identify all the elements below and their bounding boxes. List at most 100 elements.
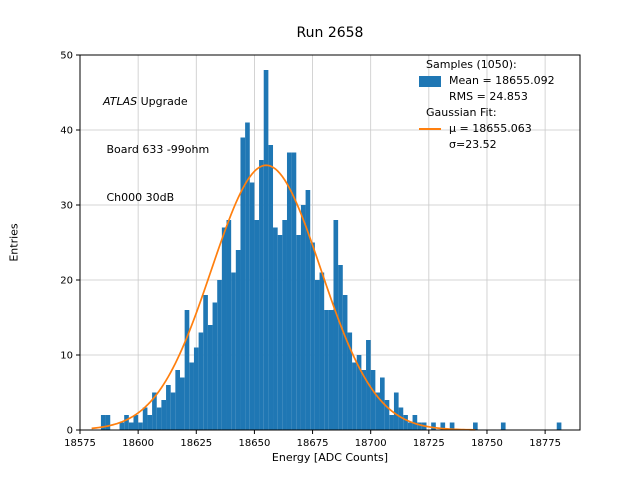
- legend-row-gauss-header: Gaussian Fit:: [418, 105, 555, 121]
- histogram-bar: [282, 220, 287, 430]
- histogram-bar: [333, 220, 339, 430]
- histogram-bar: [124, 415, 129, 430]
- histogram-bar: [361, 370, 367, 430]
- y-tick-label: 50: [60, 51, 73, 62]
- histogram-bar: [324, 310, 329, 430]
- histogram-bar: [347, 332, 353, 430]
- histogram-bar: [156, 407, 162, 430]
- histogram-bar: [152, 392, 157, 430]
- y-tick-label: 10: [60, 351, 73, 362]
- histogram-bar: [352, 362, 357, 430]
- histogram-bar: [389, 415, 394, 430]
- histogram-bar: [189, 362, 194, 430]
- histogram-bar: [245, 122, 250, 430]
- histogram-bar: [170, 392, 176, 430]
- histogram-bar: [473, 422, 478, 430]
- histogram-bar: [128, 422, 134, 430]
- legend-rms-value: RMS = 24.853: [449, 90, 528, 103]
- histogram-bar: [166, 385, 171, 430]
- legend-mean-value: Mean = 18655.092: [449, 74, 555, 87]
- histogram-bar: [193, 347, 199, 430]
- histogram-bar: [384, 400, 390, 430]
- annotation-line-2: Board 633 -99ohm: [103, 143, 210, 156]
- gaussian-fit-curve: [91, 164, 476, 431]
- x-tick-label: 18625: [180, 438, 212, 449]
- chart-title: Run 2658: [296, 25, 364, 41]
- histogram-bar: [212, 302, 218, 430]
- histogram-bar: [273, 227, 278, 430]
- histogram-bar: [175, 370, 180, 430]
- histogram-bar: [263, 70, 269, 430]
- histogram-bar: [398, 407, 404, 430]
- histogram-bar: [291, 152, 297, 430]
- histogram-bar: [440, 422, 446, 430]
- histogram-bar: [254, 220, 260, 430]
- histogram-bar: [207, 325, 213, 430]
- histogram-bar: [249, 182, 255, 430]
- axis-tick-labels: 18575 18600 18625 18650 18675 18700 18725 18750…: [60, 51, 561, 450]
- x-tick-label: 18575: [64, 438, 96, 449]
- histogram-bars: [100, 70, 562, 430]
- histogram-bar: [314, 280, 320, 430]
- histogram-bar: [310, 242, 315, 430]
- y-tick-label: 20: [60, 276, 73, 287]
- histogram-bar: [338, 265, 343, 430]
- y-axis-label: Entries: [7, 223, 21, 262]
- histogram-bar: [147, 415, 153, 430]
- histogram-bar: [180, 377, 185, 430]
- histogram-bar: [300, 205, 306, 430]
- legend-row-rms: RMS = 24.853: [418, 89, 555, 105]
- legend-mu-value: μ = 18655.063: [449, 122, 532, 135]
- histogram-bar: [500, 422, 506, 430]
- histogram-bar: [431, 422, 436, 430]
- histogram-bar: [342, 295, 348, 430]
- histogram-bar: [119, 422, 125, 430]
- x-tick-label: 18650: [239, 438, 271, 449]
- legend-gauss-header: Gaussian Fit:: [426, 106, 497, 119]
- legend-row-sigma: σ=23.52: [418, 137, 555, 153]
- legend-sigma-value: σ=23.52: [449, 138, 497, 151]
- x-axis-label: Energy [ADC Counts]: [271, 451, 389, 464]
- histogram-bar: [259, 160, 264, 430]
- x-tick-label: 18600: [122, 438, 154, 449]
- histogram-bar: [221, 227, 227, 430]
- histogram-bar: [235, 250, 241, 430]
- histogram-bar: [296, 235, 301, 430]
- gaussian-curve-path: [91, 164, 476, 431]
- histogram-bar: [380, 377, 385, 430]
- fit-line-swatch: [418, 128, 442, 130]
- histogram-bar: [375, 392, 380, 430]
- histogram-bar: [231, 272, 236, 430]
- y-tick-label: 40: [60, 126, 73, 137]
- histogram-bar: [407, 422, 413, 430]
- histogram-bar: [393, 392, 399, 430]
- y-tick-label: 0: [67, 426, 73, 437]
- histogram-bar: [556, 422, 562, 430]
- histogram-bar: [138, 422, 143, 430]
- histogram-swatch: [418, 75, 442, 87]
- annotation-line-1: ATLAS Upgrade: [103, 94, 209, 110]
- histogram-bar: [277, 235, 283, 430]
- histogram-bar: [161, 400, 167, 430]
- histogram-bar: [328, 310, 334, 430]
- annotation-block: ATLAS Upgrade Board 633 -99ohm Ch000 30d…: [103, 62, 209, 238]
- histogram-bar: [226, 220, 232, 430]
- histogram-bar: [412, 415, 418, 430]
- legend-samples-header: Samples (1050):: [426, 58, 517, 71]
- histogram-bar: [217, 280, 222, 430]
- x-tick-label: 18675: [297, 438, 329, 449]
- legend: Samples (1050): Mean = 18655.092 RMS = 2…: [418, 57, 555, 153]
- x-tick-label: 18725: [413, 438, 445, 449]
- legend-row-samples-header: Samples (1050):: [418, 57, 555, 73]
- x-tick-label: 18700: [355, 438, 387, 449]
- histogram-bar: [142, 407, 148, 430]
- y-tick-label: 30: [60, 201, 73, 212]
- histogram-bar: [184, 310, 190, 430]
- annotation-line-3: Ch000 30dB: [103, 191, 175, 204]
- histogram-bar: [370, 370, 376, 430]
- histogram-bar: [449, 422, 455, 430]
- histogram-bar: [417, 422, 422, 430]
- x-tick-label: 18775: [529, 438, 561, 449]
